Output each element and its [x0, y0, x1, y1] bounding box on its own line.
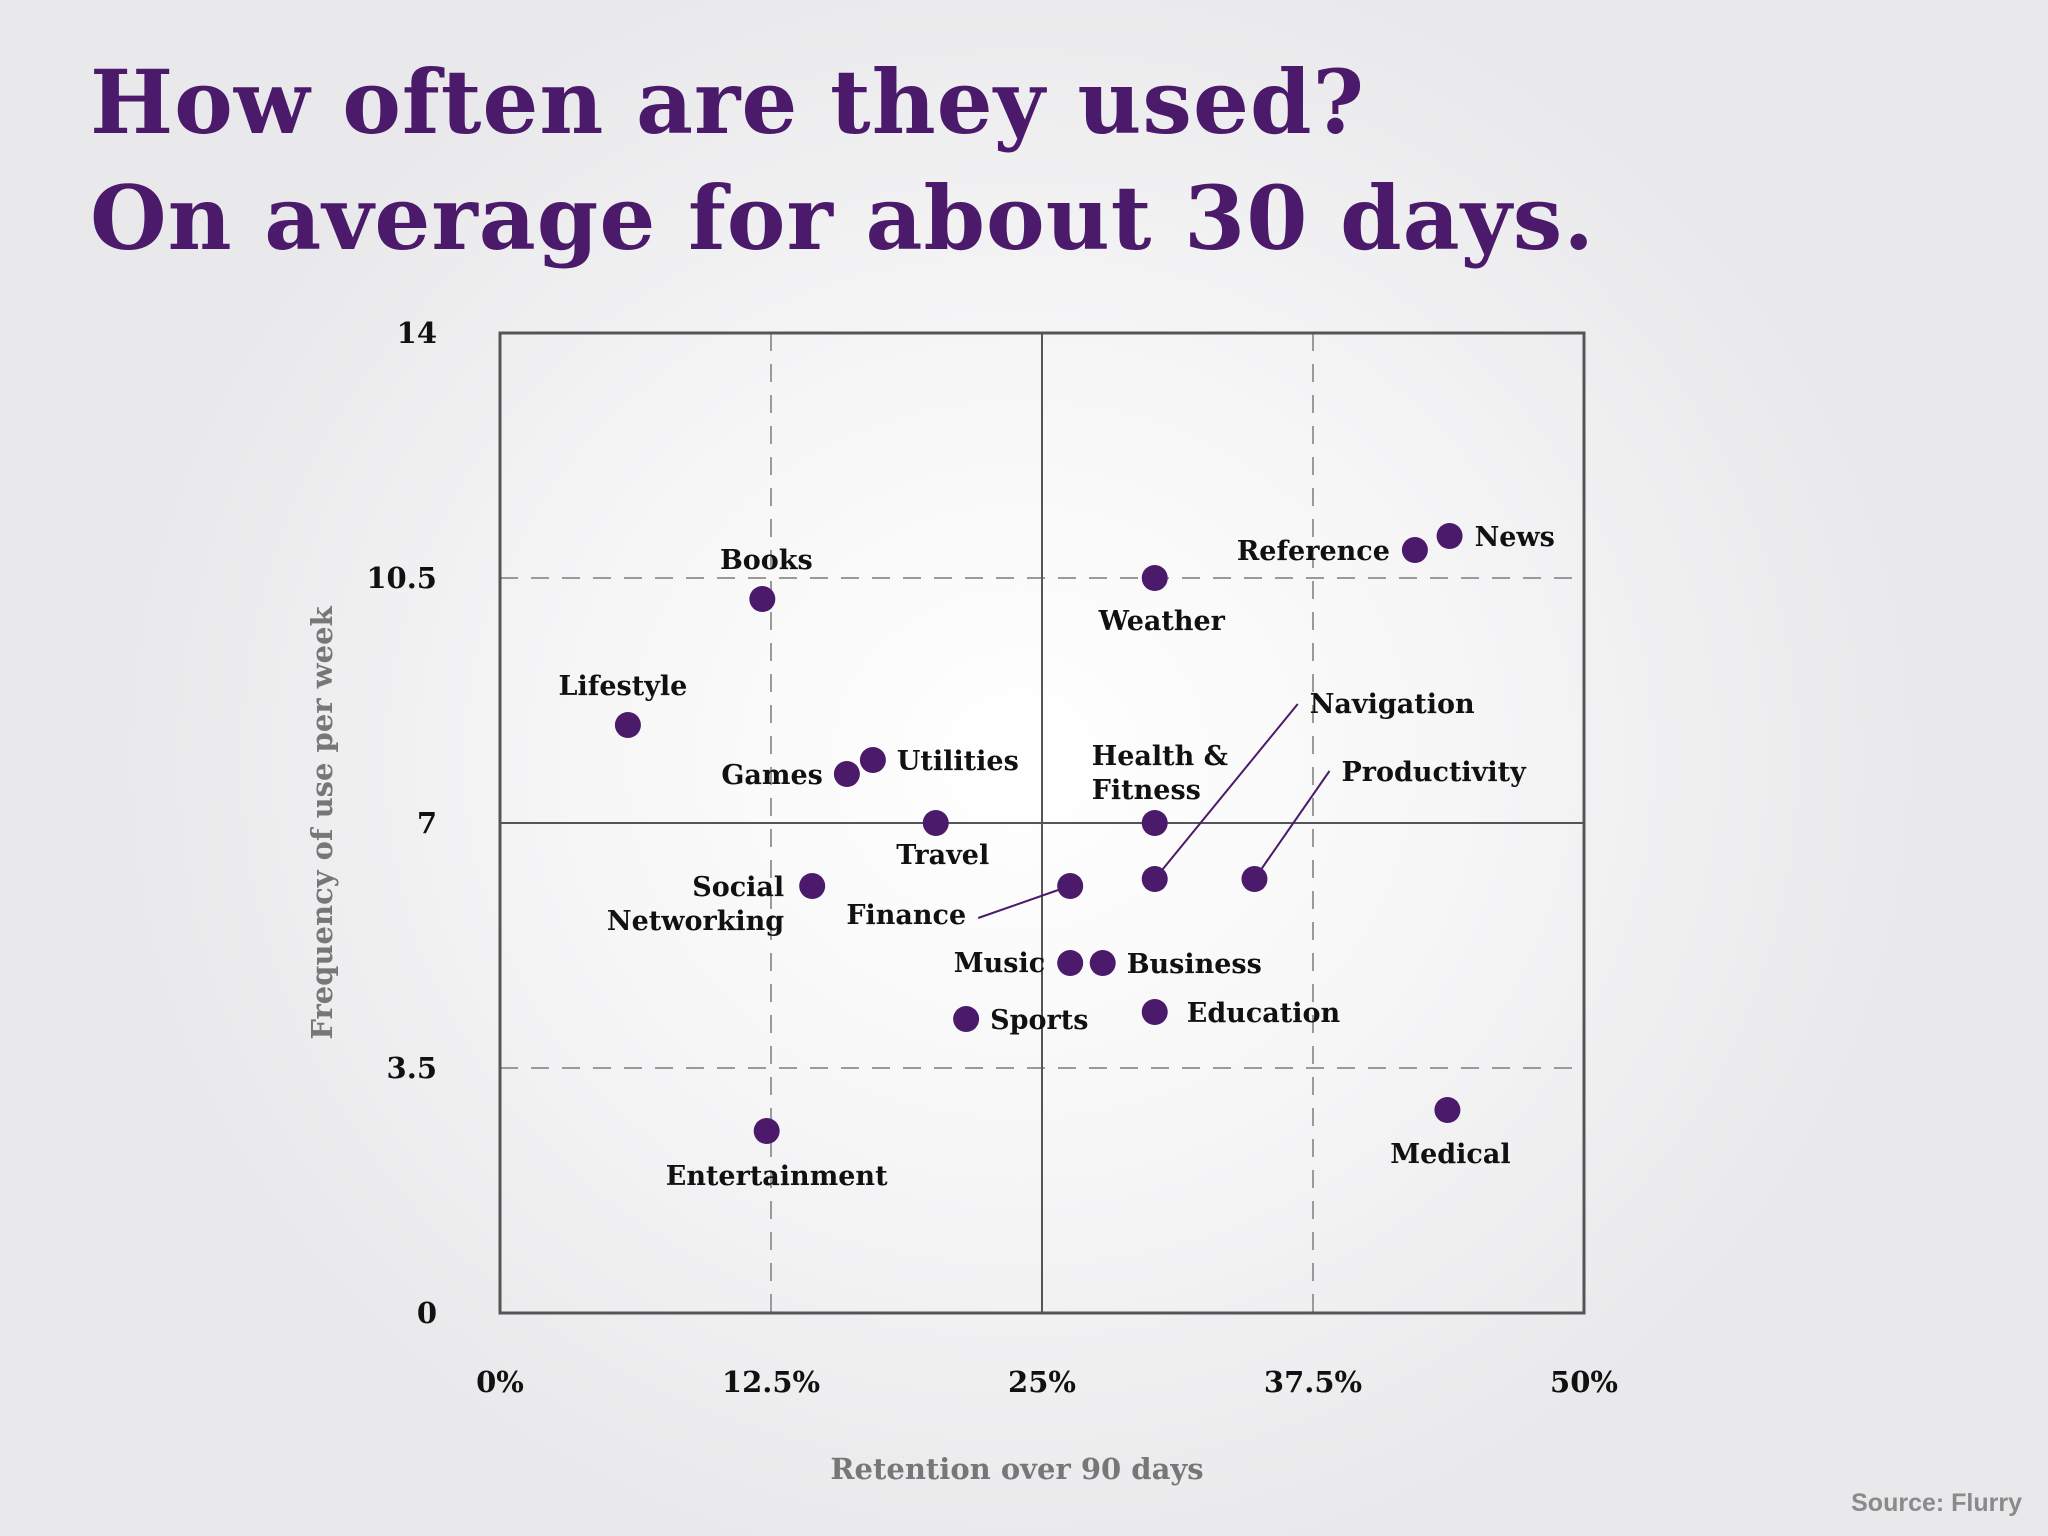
point-productivity: [1241, 866, 1268, 892]
point-music: [1057, 950, 1084, 976]
point-label-social-networking: Social Networking: [607, 872, 784, 937]
point-label-music: Music: [954, 948, 1045, 979]
point-label-business: Business: [1127, 949, 1262, 980]
point-label-weather: Weather: [1098, 606, 1226, 637]
plot-frame: [498, 331, 1586, 1315]
x-tick-label: 12.5%: [722, 1365, 820, 1399]
y-tick-label: 3.5: [387, 1051, 437, 1085]
x-tick-label: 0%: [476, 1365, 524, 1399]
title-line-2: On average for about 30 days.: [90, 166, 1595, 270]
point-entertainment: [753, 1118, 780, 1144]
point-books: [749, 586, 776, 612]
point-label-sports: Sports: [990, 1005, 1088, 1036]
leader-line-navigation: [1153, 703, 1299, 880]
leader-line-productivity: [1253, 770, 1331, 880]
y-tick-label: 14: [397, 316, 437, 350]
point-lifestyle: [614, 712, 641, 738]
point-label-news: News: [1475, 522, 1555, 553]
point-label-entertainment: Entertainment: [666, 1161, 888, 1192]
y-tick-label: 7: [417, 806, 437, 840]
point-news: [1436, 523, 1463, 549]
chart-title: How often are they used? On average for …: [90, 44, 1595, 276]
point-reference: [1401, 537, 1428, 563]
point-label-productivity: Productivity: [1341, 757, 1527, 788]
point-label-education: Education: [1187, 998, 1341, 1029]
y-tick-label: 0: [417, 1296, 437, 1330]
leader-lines: [977, 703, 1331, 919]
point-social-networking: [799, 873, 826, 899]
leader-line-finance: [977, 889, 1059, 919]
point-label-navigation: Navigation: [1310, 689, 1475, 720]
point-navigation: [1141, 866, 1168, 892]
title-line-1: How often are they used?: [90, 50, 1366, 154]
x-tick-label: 50%: [1550, 1365, 1618, 1399]
x-tick-label: 25%: [1008, 1365, 1076, 1399]
y-tick-label: 10.5: [366, 561, 437, 595]
point-label-travel: Travel: [896, 840, 989, 871]
data-points: [614, 523, 1463, 1144]
x-tick-label: 37.5%: [1264, 1365, 1362, 1399]
point-label-medical: Medical: [1390, 1139, 1510, 1170]
tick-labels: 0% 12.5% 25% 37.5% 50% 0 3.5 7 10.5 14: [366, 316, 1618, 1399]
x-axis-label: Retention over 90 days: [830, 1452, 1203, 1486]
point-sports: [953, 1006, 980, 1032]
point-finance: [1057, 873, 1084, 899]
point-label-health-fitness: Health & Fitness: [1092, 741, 1228, 806]
point-education: [1141, 999, 1168, 1025]
point-label-utilities: Utilities: [897, 746, 1019, 777]
point-labels: News Reference Weather Books Lifestyle Utilit…: [558, 522, 1554, 1192]
point-label-reference: Reference: [1237, 536, 1390, 567]
point-medical: [1434, 1097, 1461, 1123]
point-travel: [922, 810, 949, 836]
point-weather: [1141, 565, 1168, 591]
point-games: [833, 761, 860, 787]
point-label-games: Games: [721, 760, 823, 791]
point-business: [1089, 950, 1116, 976]
point-label-books: Books: [720, 545, 813, 576]
point-label-finance: Finance: [846, 900, 966, 931]
source-note: Source: Flurry: [1851, 1489, 2022, 1517]
point-label-lifestyle: Lifestyle: [558, 671, 687, 702]
y-axis-label: Frequency of use per week: [305, 605, 339, 1039]
point-utilities: [859, 747, 886, 773]
point-health-fitness: [1141, 810, 1168, 836]
gridlines: [500, 333, 1584, 1313]
